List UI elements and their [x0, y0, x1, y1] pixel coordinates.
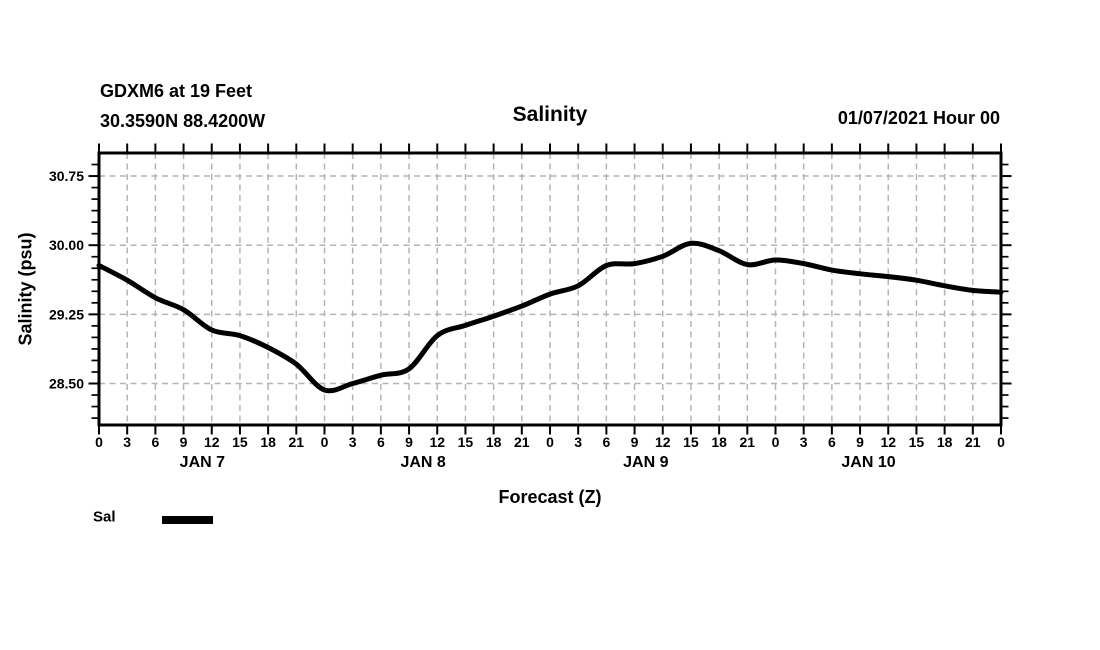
legend-label: Sal [93, 508, 116, 526]
x-tick-label: 15 [683, 434, 699, 450]
day-label: JAN 7 [180, 454, 225, 471]
x-tick-label: 15 [909, 434, 925, 450]
x-tick-label: 12 [204, 434, 220, 450]
x-tick-label: 21 [740, 434, 756, 450]
x-tick-label: 6 [151, 434, 159, 450]
x-tick-label: 0 [546, 434, 554, 450]
x-tick-label: 18 [711, 434, 727, 450]
x-tick-label: 12 [429, 434, 445, 450]
x-tick-label: 15 [232, 434, 248, 450]
day-label: JAN 10 [841, 454, 895, 471]
x-tick-label: 9 [631, 434, 639, 450]
x-tick-label: 12 [880, 434, 896, 450]
x-tick-label: 6 [377, 434, 385, 450]
y-tick-label: 29.25 [49, 306, 84, 322]
x-tick-label: 0 [997, 434, 1005, 450]
day-label: JAN 8 [400, 454, 445, 471]
x-tick-label: 18 [937, 434, 953, 450]
station-info: GDXM6 at 19 Feet 30.3590N 88.4200W [100, 76, 265, 136]
x-tick-label: 9 [405, 434, 413, 450]
x-tick-label: 0 [321, 434, 329, 450]
x-tick-label: 6 [828, 434, 836, 450]
x-tick-label: 21 [965, 434, 981, 450]
x-tick-label: 0 [95, 434, 103, 450]
x-tick-label: 3 [349, 434, 357, 450]
y-tick-label: 28.50 [49, 376, 84, 392]
x-axis-label: Forecast (Z) [498, 487, 602, 507]
legend: Sal [93, 508, 213, 528]
x-tick-label: 3 [123, 434, 131, 450]
x-tick-label: 6 [602, 434, 610, 450]
x-tick-label: 21 [514, 434, 530, 450]
x-tick-label: 18 [486, 434, 502, 450]
station-name: GDXM6 at 19 Feet [100, 81, 253, 101]
y-tick-label: 30.75 [49, 168, 84, 184]
x-tick-label: 9 [856, 434, 864, 450]
plot-frame [97, 151, 1003, 427]
chart-title: Salinity [512, 103, 588, 126]
day-label: JAN 9 [623, 454, 668, 471]
forecast-datetime: 01/07/2021 Hour 00 [837, 108, 1000, 128]
x-tick-label: 15 [458, 434, 474, 450]
x-tick-label: 12 [655, 434, 671, 450]
y-tick-label: 30.00 [49, 237, 84, 253]
x-tick-label: 3 [800, 434, 808, 450]
x-tick-label: 21 [289, 434, 305, 450]
x-tick-label: 0 [772, 434, 780, 450]
x-tick-label: 18 [260, 434, 276, 450]
legend-line-swatch [162, 516, 213, 524]
salinity-line [96, 240, 1004, 394]
x-tick-label: 9 [180, 434, 188, 450]
x-tick-label: 3 [574, 434, 582, 450]
station-coords: 30.3590N 88.4200W [100, 111, 266, 131]
